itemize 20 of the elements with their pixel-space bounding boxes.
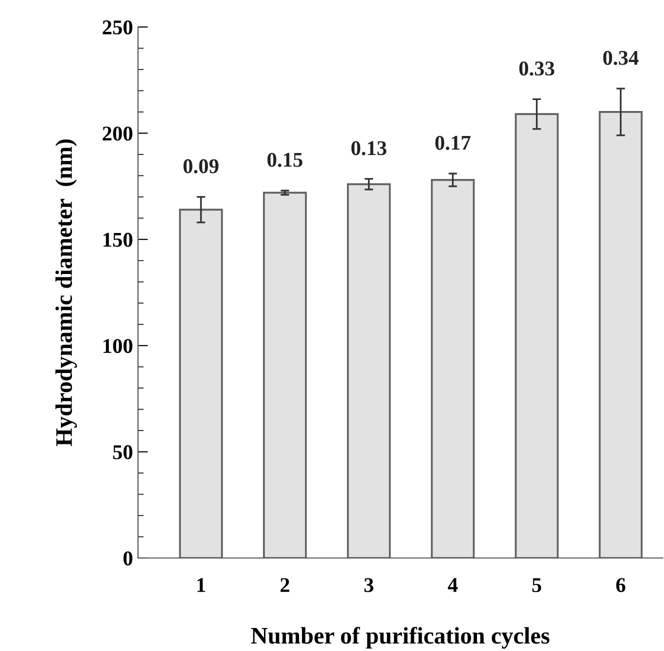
x-tick-label: 4 (448, 578, 458, 592)
y-tick-label: 0 (124, 551, 132, 566)
y-tick-label: 50 (113, 445, 132, 460)
x-tick-label: 3 (364, 578, 374, 592)
annotation: 0.34 (603, 50, 639, 66)
x-tick-label: 5 (532, 578, 542, 592)
annotation: 0.33 (519, 61, 554, 76)
y-tick-label: 150 (104, 232, 132, 247)
x-tick-label: 2 (280, 578, 290, 592)
x-tick-label: 6 (616, 578, 626, 592)
annotation: 0.17 (435, 136, 471, 150)
x-tick-label: 1 (197, 578, 206, 592)
y-tick-label: 100 (104, 338, 132, 354)
y-tick-label: 200 (102, 126, 132, 141)
annotation: 0.15 (267, 152, 302, 167)
y-axis-title: Hydrodynamic diameter (nm) (55, 140, 77, 446)
annotation: 0.13 (351, 141, 386, 156)
y-tick-label: 250 (102, 20, 132, 34)
annotation: 0.09 (184, 159, 218, 174)
x-axis-title: Number of purification cycles (251, 626, 550, 649)
